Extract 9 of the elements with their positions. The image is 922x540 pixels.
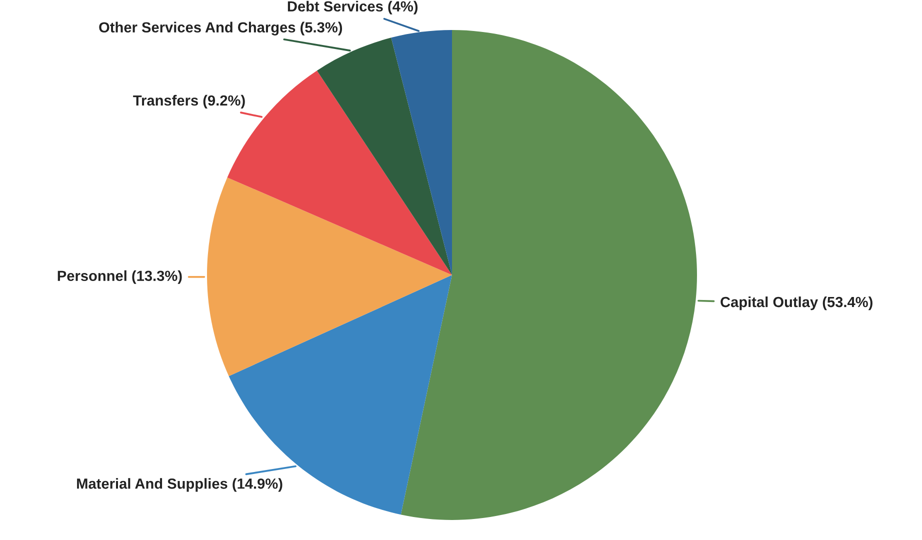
slice-label: Transfers (9.2%) [133, 94, 245, 109]
pie-slice [400, 30, 697, 520]
pie-slice [228, 275, 452, 515]
pie-slice [207, 177, 452, 376]
slice-label: Debt Services (4%) [288, 0, 418, 14]
slice-label: Capital Outlay (53.4%) [720, 296, 872, 310]
slice-label: Personnel (13.3%) [58, 270, 182, 284]
slice-label: Other Services And Charges (5.3%) [99, 22, 342, 36]
slice-label: Material And Supplies (14.9%) [77, 478, 282, 492]
